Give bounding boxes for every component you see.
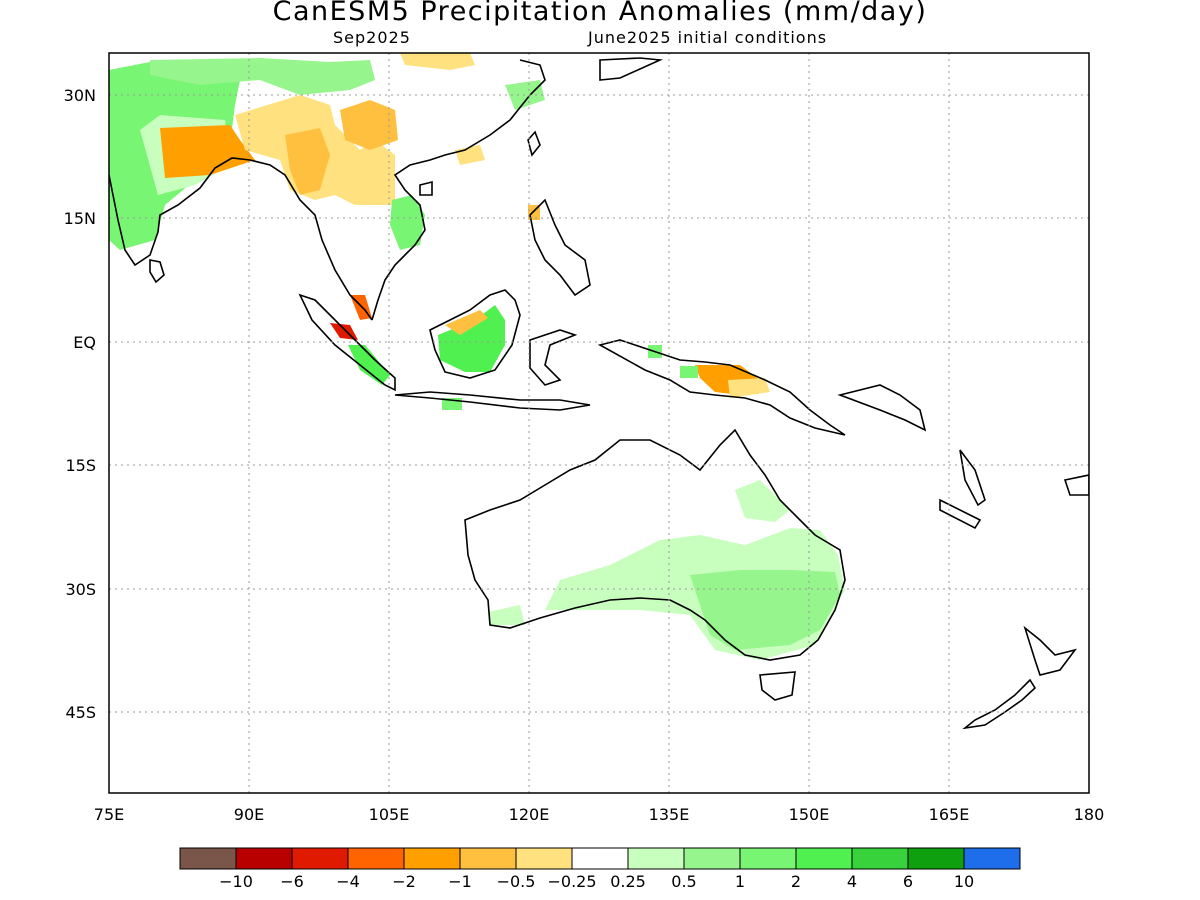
colorbar-swatch	[571, 847, 629, 870]
coast-nz-south	[962, 678, 1037, 730]
colorbar-label: 1	[735, 872, 745, 891]
anomaly-queensland-lightwet	[735, 480, 790, 522]
coast-japan	[599, 57, 664, 81]
colorbar-swatch	[627, 847, 685, 870]
anomaly-sw-australia	[488, 605, 525, 625]
coast-india	[109, 157, 251, 267]
anomaly-sumatra-red	[330, 323, 358, 340]
anomaly-shading	[109, 53, 845, 660]
coast-newbritain	[837, 384, 927, 432]
anomaly-sumatra-wet	[348, 345, 390, 385]
lon-label: 180	[1074, 805, 1105, 824]
colorbar-label: −1	[448, 872, 472, 891]
coast-solomons	[939, 498, 982, 530]
coast-taiwan	[527, 130, 541, 157]
coast-sulawesi	[529, 329, 578, 386]
colorbar-swatch	[347, 847, 405, 870]
lat-axis: 30N 15N EQ 15S 30S 45S	[64, 86, 96, 722]
colorbar-swatch	[459, 847, 517, 870]
lat-label: 15N	[64, 209, 96, 228]
plot-frame	[108, 52, 1090, 794]
anomaly-myanmar-dry	[285, 128, 330, 195]
lat-label: 45S	[65, 703, 96, 722]
colorbar-swatch	[963, 847, 1021, 870]
coast-indochina	[371, 59, 546, 321]
coast-vanuatu	[959, 449, 986, 507]
colorbar-swatch	[683, 847, 741, 870]
lon-label: 135E	[649, 805, 690, 824]
anomaly-vietnam-wet	[390, 195, 425, 250]
coast-australia	[464, 428, 846, 661]
colorbar-label: −0.5	[497, 872, 536, 891]
colorbar-label: 2	[791, 872, 801, 891]
colorbar-swatch	[851, 847, 909, 870]
anomaly-taiwan-dry	[455, 145, 485, 165]
colorbar-swatch	[403, 847, 461, 870]
colorbar-label: −10	[219, 872, 253, 891]
map-title: CanESM5 Precipitation Anomalies (mm/day)	[272, 0, 928, 27]
coast-fiji	[1063, 474, 1089, 496]
lon-axis: 75E 90E 105E 120E 135E 150E 165E 180	[94, 805, 1105, 824]
anomaly-australia-wet	[690, 570, 840, 650]
forecast-month: Sep2025	[333, 28, 411, 47]
colorbar-label: −4	[336, 872, 360, 891]
anomaly-tibet-wet	[150, 58, 375, 95]
anomaly-bangladesh-dry	[160, 125, 255, 178]
colorbar-swatch	[515, 847, 573, 870]
anomaly-ng-wet	[680, 366, 698, 378]
colorbar-swatch	[235, 847, 293, 870]
colorbar-label: 0.25	[610, 872, 646, 891]
colorbar: −10 −6 −4 −2 −1 −0.5 −0.25 0.25 0.5 1 2 4 6 10	[179, 847, 1021, 891]
colorbar-swatch	[907, 847, 965, 870]
coast-myanmar	[249, 159, 373, 321]
colorbar-label: 10	[954, 872, 974, 891]
anomaly-ng-lightdry	[728, 378, 770, 398]
anomaly-south-china-dry	[340, 100, 398, 150]
colorbar-swatch	[291, 847, 349, 870]
colorbar-label: 6	[903, 872, 913, 891]
colorbar-swatch	[739, 847, 797, 870]
coast-nz-north	[1023, 625, 1077, 676]
gridlines	[109, 53, 1089, 793]
lat-label: 30N	[64, 86, 96, 105]
lon-label: 150E	[789, 805, 830, 824]
colorbar-label: 4	[847, 872, 857, 891]
lat-label: 15S	[65, 456, 96, 475]
coast-java	[394, 391, 591, 411]
coast-hainan	[419, 180, 433, 196]
colorbar-swatch	[795, 847, 853, 870]
anomaly-nchina-dry	[400, 53, 475, 70]
anomaly-borneo-dry	[445, 310, 488, 335]
lon-label: 90E	[234, 805, 264, 824]
colorbar-label: −6	[280, 872, 304, 891]
coastlines	[109, 57, 1089, 730]
lon-label: 105E	[369, 805, 410, 824]
colorbar-label: 0.5	[671, 872, 696, 891]
coast-philippines	[529, 198, 591, 297]
colorbar-label: −2	[392, 872, 416, 891]
colorbar-label: −0.25	[547, 872, 596, 891]
lon-label: 75E	[94, 805, 124, 824]
lon-label: 165E	[929, 805, 970, 824]
anomaly-borneo-wet	[438, 305, 505, 372]
coast-srilanka	[149, 259, 165, 284]
initial-conditions: June2025 initial conditions	[588, 28, 828, 47]
colorbar-swatch	[179, 847, 237, 870]
coast-newguinea	[597, 339, 846, 436]
lat-label: EQ	[73, 333, 96, 352]
coast-sumatra	[298, 293, 396, 392]
lat-label: 30S	[65, 580, 96, 599]
coast-borneo	[429, 289, 521, 379]
lon-label: 120E	[509, 805, 550, 824]
coast-tasmania	[759, 671, 796, 701]
